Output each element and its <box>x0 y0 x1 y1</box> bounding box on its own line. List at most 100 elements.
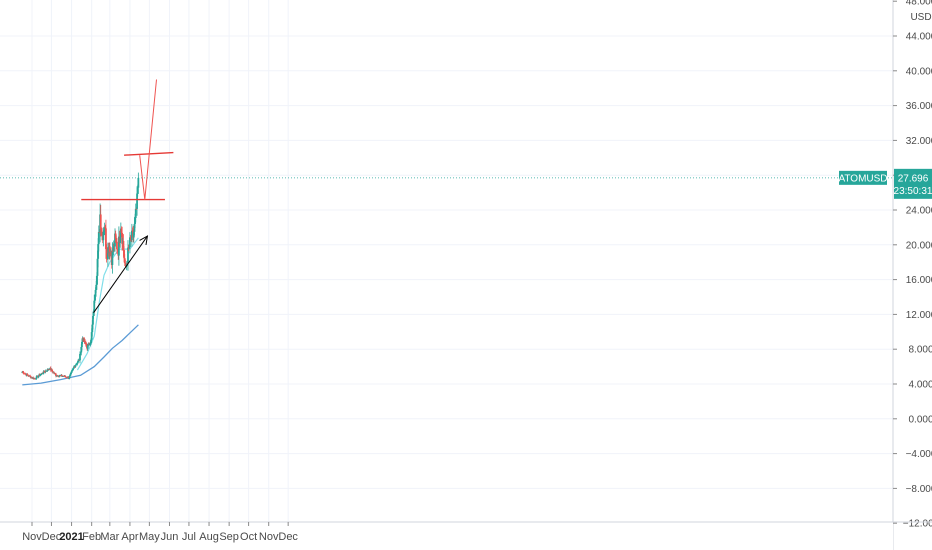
x-tick-label: Dec <box>42 531 62 543</box>
currency-label: USD <box>910 12 931 23</box>
candle-body <box>97 244 100 259</box>
candle-body <box>96 258 99 276</box>
candle-body <box>55 374 57 377</box>
candle-body <box>68 375 71 379</box>
candle-body <box>57 376 60 378</box>
candle-body <box>136 193 138 209</box>
candle-body <box>37 376 40 378</box>
candle-body <box>42 373 44 375</box>
candle-body <box>130 230 133 241</box>
candle-body <box>34 378 37 380</box>
candle-body <box>79 352 82 354</box>
candle-body <box>94 289 97 297</box>
candle-body <box>85 344 88 347</box>
candle-body <box>76 362 79 364</box>
candle-body <box>108 246 111 255</box>
candle-body <box>134 208 137 218</box>
candle-body <box>40 373 42 375</box>
candle-body <box>101 232 103 237</box>
candle-body <box>134 217 137 224</box>
candle-body <box>68 378 70 380</box>
candle-body <box>88 343 90 345</box>
price-axis-ticks: 48.00044.00040.00036.00032.00028.00024.0… <box>893 0 932 530</box>
candle-body <box>123 258 126 264</box>
candle-body <box>49 368 52 371</box>
candle <box>68 378 70 380</box>
candle <box>49 366 52 372</box>
candle-body <box>89 342 92 345</box>
candle-body <box>71 368 74 371</box>
candle-body <box>46 369 49 371</box>
candle-body <box>42 371 45 374</box>
x-tick-label: Jul <box>182 531 196 543</box>
candle <box>108 242 111 260</box>
drawing-tools[interactable] <box>81 79 174 313</box>
candle-body <box>94 296 96 301</box>
x-tick-label: Jun <box>161 531 179 543</box>
trend-arrow-head <box>139 235 149 246</box>
candle-body <box>43 371 46 373</box>
candle-body <box>64 375 66 377</box>
y-tick-label: 4.000 <box>908 380 932 391</box>
chart-grid <box>0 0 893 522</box>
candle <box>46 368 49 372</box>
candle <box>103 222 106 235</box>
candle-body <box>136 187 139 194</box>
candle-body <box>54 373 57 375</box>
candle-body <box>60 375 63 377</box>
candle-body <box>129 237 131 247</box>
candle <box>111 242 114 274</box>
projection-path <box>139 79 157 200</box>
candle <box>129 232 131 254</box>
candle-body <box>137 177 140 188</box>
candle-body <box>105 249 108 259</box>
last-price-value: 27.696 <box>898 173 929 184</box>
candle <box>97 225 100 252</box>
candle-body <box>92 315 94 325</box>
candle-body <box>48 369 51 370</box>
candle-body <box>99 214 102 230</box>
candle <box>121 226 124 251</box>
candle-body <box>73 366 76 368</box>
x-tick-label: Sep <box>219 531 239 543</box>
candle-body <box>124 263 127 266</box>
price-axis[interactable] <box>893 0 932 550</box>
candle-body <box>103 230 105 233</box>
candle-body <box>44 371 46 373</box>
candle-body <box>126 263 129 265</box>
candle <box>42 370 45 375</box>
candle <box>117 226 120 266</box>
y-tick-label: 20.000 <box>906 240 932 251</box>
x-tick-label: Aug <box>199 531 219 543</box>
candle <box>137 172 140 194</box>
candle-body <box>98 231 101 233</box>
x-tick-label: Nov <box>259 531 279 543</box>
candle-body <box>106 258 109 260</box>
candle-body <box>123 250 125 259</box>
price-badge <box>894 168 932 199</box>
y-tick-label: 44.000 <box>906 32 932 43</box>
candle-body <box>75 364 77 366</box>
x-tick-label: Feb <box>82 531 101 543</box>
candle-body <box>26 374 29 376</box>
candle-body <box>111 250 114 265</box>
candle-body <box>102 232 105 241</box>
candle-body <box>66 377 68 379</box>
candle-body <box>57 375 59 377</box>
y-tick-label: 36.000 <box>906 101 932 112</box>
y-tick-label: 8.000 <box>908 345 932 356</box>
candle <box>58 374 61 378</box>
candle <box>127 240 129 271</box>
candle-body <box>27 375 30 376</box>
candle-body <box>65 376 68 378</box>
x-tick-label: Mar <box>100 531 119 543</box>
y-tick-label: 48.000 <box>906 0 932 8</box>
candle-body <box>35 376 38 379</box>
candle-body <box>128 246 131 248</box>
candle-body <box>51 369 54 372</box>
candle-body <box>127 247 129 264</box>
time-axis[interactable] <box>0 522 893 550</box>
candle-body <box>58 375 61 377</box>
candle <box>112 240 115 256</box>
